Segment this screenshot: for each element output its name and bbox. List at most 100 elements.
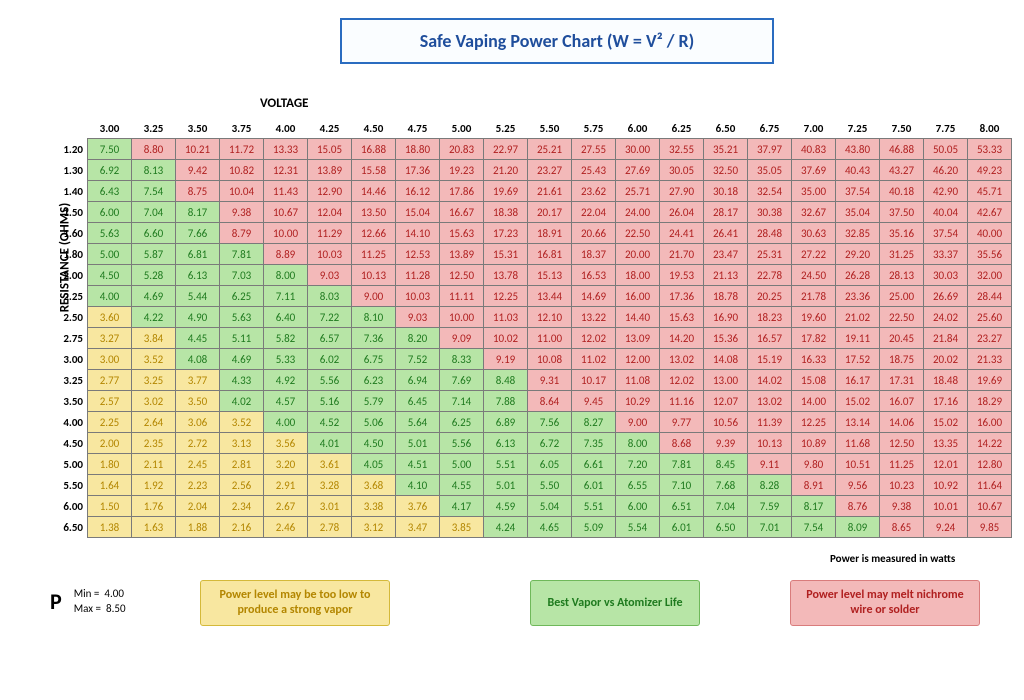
voltage-header: 4.50 [352, 118, 396, 139]
power-cell: 14.10 [396, 223, 440, 244]
power-cell: 15.13 [528, 265, 572, 286]
power-cell: 9.77 [660, 412, 704, 433]
power-cell: 2.91 [264, 475, 308, 496]
voltage-header: 7.50 [880, 118, 924, 139]
power-cell: 8.68 [660, 433, 704, 454]
power-cell: 4.55 [440, 475, 484, 496]
power-cell: 4.69 [132, 286, 176, 307]
power-cell: 32.54 [748, 181, 792, 202]
power-cell: 17.36 [660, 286, 704, 307]
power-cell: 24.00 [616, 202, 660, 223]
power-cell: 12.10 [528, 307, 572, 328]
power-cell: 15.31 [484, 244, 528, 265]
power-cell: 11.00 [528, 328, 572, 349]
power-cell: 9.03 [396, 307, 440, 328]
power-cell: 18.75 [880, 349, 924, 370]
power-cell: 25.31 [748, 244, 792, 265]
power-cell: 9.31 [528, 370, 572, 391]
power-cell: 40.43 [836, 160, 880, 181]
power-cell: 6.02 [308, 349, 352, 370]
power-cell: 28.44 [968, 286, 1012, 307]
power-cell: 4.50 [88, 265, 132, 286]
power-cell: 27.90 [660, 181, 704, 202]
power-cell: 30.03 [924, 265, 968, 286]
power-cell: 3.52 [132, 349, 176, 370]
power-cell: 7.50 [88, 139, 132, 160]
power-cell: 8.09 [836, 517, 880, 538]
power-cell: 10.23 [880, 475, 924, 496]
power-cell: 4.92 [264, 370, 308, 391]
power-cell: 10.17 [572, 370, 616, 391]
power-cell: 15.02 [836, 391, 880, 412]
power-cell: 7.04 [704, 496, 748, 517]
voltage-header: 3.25 [132, 118, 176, 139]
power-cell: 31.25 [880, 244, 924, 265]
power-cell: 16.57 [748, 328, 792, 349]
legend-ok: Best Vapor vs Atomizer Life [530, 580, 700, 626]
power-cell: 25.00 [880, 286, 924, 307]
power-cell: 8.45 [704, 454, 748, 475]
voltage-header: 8.00 [968, 118, 1012, 139]
power-cell: 7.04 [132, 202, 176, 223]
power-cell: 18.37 [572, 244, 616, 265]
power-cell: 4.17 [440, 496, 484, 517]
power-cell: 20.00 [616, 244, 660, 265]
power-cell: 22.97 [484, 139, 528, 160]
power-cell: 12.80 [968, 454, 1012, 475]
power-cell: 1.76 [132, 496, 176, 517]
power-cell: 13.35 [924, 433, 968, 454]
power-cell: 8.28 [748, 475, 792, 496]
power-cell: 50.05 [924, 139, 968, 160]
power-cell: 6.55 [616, 475, 660, 496]
power-cell: 22.78 [748, 265, 792, 286]
power-cell: 12.50 [880, 433, 924, 454]
power-cell: 6.00 [88, 202, 132, 223]
power-cell: 7.20 [616, 454, 660, 475]
power-cell: 32.85 [836, 223, 880, 244]
power-cell: 2.11 [132, 454, 176, 475]
power-cell: 11.29 [308, 223, 352, 244]
power-cell: 32.50 [704, 160, 748, 181]
power-cell: 12.25 [484, 286, 528, 307]
power-cell: 12.31 [264, 160, 308, 181]
power-cell: 4.00 [264, 412, 308, 433]
power-cell: 5.00 [440, 454, 484, 475]
power-cell: 37.69 [792, 160, 836, 181]
power-cell: 15.04 [396, 202, 440, 223]
power-cell: 53.33 [968, 139, 1012, 160]
power-cell: 12.02 [660, 370, 704, 391]
power-cell: 4.65 [528, 517, 572, 538]
power-cell: 42.67 [968, 202, 1012, 223]
power-cell: 25.71 [616, 181, 660, 202]
power-cell: 14.69 [572, 286, 616, 307]
power-cell: 9.42 [176, 160, 220, 181]
power-cell: 6.72 [528, 433, 572, 454]
p-min-value: 4.00 [104, 587, 124, 600]
power-cell: 8.03 [308, 286, 352, 307]
power-cell: 7.59 [748, 496, 792, 517]
power-cell: 11.28 [396, 265, 440, 286]
power-cell: 5.64 [396, 412, 440, 433]
power-cell: 12.66 [352, 223, 396, 244]
power-cell: 8.91 [792, 475, 836, 496]
power-cell: 6.13 [176, 265, 220, 286]
power-cell: 33.37 [924, 244, 968, 265]
power-cell: 13.44 [528, 286, 572, 307]
power-cell: 6.01 [572, 475, 616, 496]
power-cell: 7.68 [704, 475, 748, 496]
power-cell: 9.45 [572, 391, 616, 412]
power-cell: 35.56 [968, 244, 1012, 265]
power-cell: 18.91 [528, 223, 572, 244]
power-cell: 13.89 [440, 244, 484, 265]
power-cell: 14.22 [968, 433, 1012, 454]
power-cell: 5.51 [572, 496, 616, 517]
power-cell: 1.63 [132, 517, 176, 538]
power-cell: 5.56 [440, 433, 484, 454]
power-cell: 4.59 [484, 496, 528, 517]
power-cell: 8.27 [572, 412, 616, 433]
power-cell: 30.05 [660, 160, 704, 181]
resistance-header: 3.00 [40, 349, 88, 370]
power-cell: 32.55 [660, 139, 704, 160]
power-cell: 3.38 [352, 496, 396, 517]
legend-low: Power level may be too low to produce a … [200, 580, 390, 626]
